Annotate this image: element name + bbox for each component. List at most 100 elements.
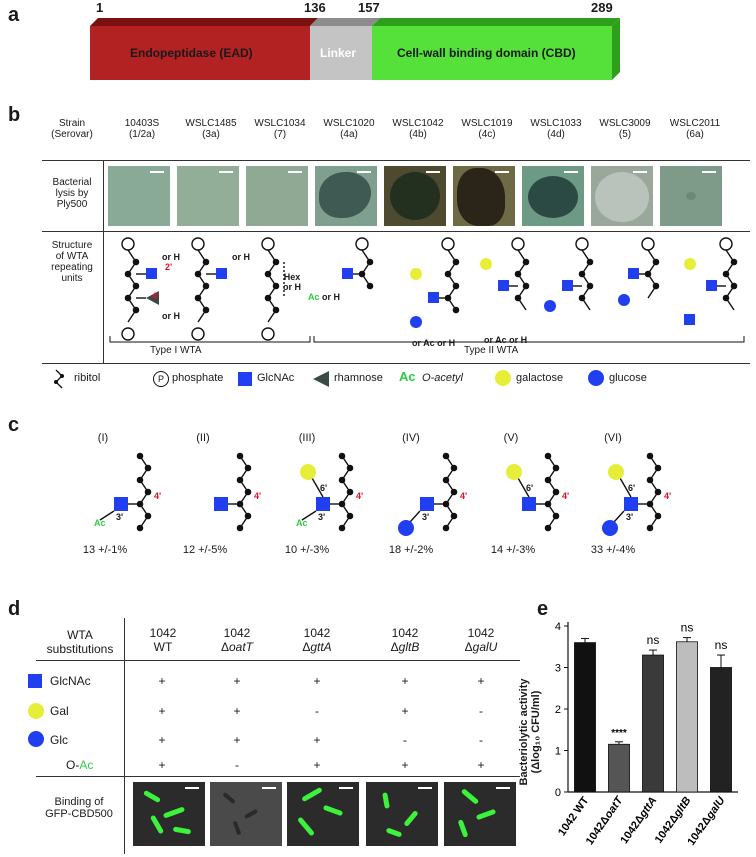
significance-label: ns: [715, 638, 728, 652]
strain-serovar: (4d): [547, 129, 565, 140]
chart-ylabel-text: Bacteriolytic activity (Δlog₁₀ CFU/ml): [518, 652, 542, 812]
lysis-label-line: lysis by: [55, 188, 89, 199]
strain-col-6: WSLC1019 (4c): [452, 118, 522, 140]
d-col-top: 1042: [223, 626, 251, 640]
d-row-label: Glc: [50, 733, 68, 747]
d-cell: +: [477, 674, 485, 688]
variant-roman: (IV): [402, 432, 420, 444]
strain-serovar: (6a): [686, 129, 704, 140]
domain-linker: [310, 26, 372, 80]
glcnac-icon: [238, 372, 252, 386]
chart-ylabel: Bacteriolytic activity (Δlog₁₀ CFU/ml): [518, 650, 542, 810]
d-cell: +: [313, 733, 321, 747]
binding-label: Binding of GFP-CBD500: [36, 796, 122, 820]
ylabel-line1: Bacteriolytic activity: [518, 678, 530, 786]
pos-6prime: 6': [320, 483, 328, 493]
strain-name: WSLC1485: [185, 118, 237, 129]
wta-structure-3: [261, 237, 285, 341]
strain-serovar: (1/2a): [128, 129, 156, 140]
bar: [608, 743, 630, 793]
panel-label-d: d: [8, 598, 21, 620]
variant-5: [506, 452, 560, 532]
d-col-bottom: ΔgltB: [370, 640, 440, 654]
d-col-top: 1042: [303, 626, 331, 640]
domain-ead: [90, 26, 310, 80]
legend-oacetyl: O-acetyl: [422, 372, 463, 384]
x-tick-label-gene: oatT: [602, 794, 626, 821]
strain-header: Strain (Serovar): [44, 118, 100, 140]
d-cell: +: [313, 758, 321, 772]
domain-bar: [90, 18, 620, 80]
oacetyl-icon: Ac: [399, 369, 416, 384]
table-rule-vertical: [103, 160, 104, 364]
structure-row-label: Structure of WTA repeating units: [42, 240, 102, 284]
legend-glcnac: GlcNAc: [257, 372, 295, 384]
pos-4prime: 4': [562, 491, 570, 501]
wta-structure-5: [410, 237, 460, 328]
strain-name: WSLC1020: [323, 118, 375, 129]
lysis-image: [660, 166, 722, 226]
y-tick-label: 3: [555, 663, 561, 675]
d-rule-top: [36, 660, 520, 661]
strain-name: WSLC2011: [669, 118, 721, 129]
variant-3: [300, 452, 354, 532]
panel-label-a: a: [8, 4, 20, 26]
pos-4prime: 4': [460, 491, 468, 501]
pos-ac: Ac: [296, 518, 308, 528]
d-col-1: 1042 WT: [128, 626, 198, 654]
strain-name: WSLC3009: [599, 118, 651, 129]
lysis-image: [384, 166, 446, 226]
hex-label-line: Hex: [283, 272, 301, 282]
strain-header-line1: Strain: [58, 118, 86, 129]
strain-name: WSLC1034: [254, 118, 306, 129]
binding-label-line: GFP-CBD500: [45, 808, 113, 820]
glucose-icon: [588, 370, 604, 386]
variant-roman: (III): [298, 432, 316, 444]
d-cell: +: [233, 674, 241, 688]
wta-ac-or-h: Ac or H: [308, 292, 340, 302]
strain-name: 10403S: [124, 118, 160, 129]
ribitol-icon: [54, 369, 64, 389]
wta-structure-8: [618, 237, 660, 306]
variant-value: 14 +/-3%: [490, 544, 536, 556]
hex-label: Hex or H: [278, 272, 306, 292]
variant-2: [214, 452, 252, 532]
domain-ead-label: Endopeptidase (EAD): [130, 46, 253, 60]
structure-label-line: repeating: [51, 262, 93, 273]
type1-label: Type I WTA: [150, 345, 202, 356]
wta-or-ac-or-h: or Ac or H: [484, 335, 528, 345]
structure-label-line: units: [61, 273, 83, 284]
d-header-line: WTA: [67, 628, 93, 642]
d-cell: +: [158, 758, 166, 772]
d-col-3: 1042 ΔgttA: [282, 626, 352, 654]
pos-3prime: 3': [116, 512, 124, 522]
wta-structure-7: [544, 237, 594, 312]
pos-4prime: 4': [664, 491, 672, 501]
domain-linker-label: Linker: [320, 46, 357, 60]
strain-col-9: WSLC2011 (6a): [659, 118, 731, 140]
d-cell: +: [401, 758, 409, 772]
wta-structure-2: [191, 237, 227, 341]
gfp-image: [210, 782, 282, 846]
d-cell: -: [235, 758, 239, 772]
oac-ac: Ac: [79, 758, 94, 772]
domain-cbd: [372, 26, 612, 80]
rhamnose-icon: [313, 371, 329, 387]
wta-structure-9: [684, 237, 738, 325]
variant-value: 18 +/-2%: [388, 544, 434, 556]
d-header-line: substitutions: [46, 642, 114, 656]
d-cell: -: [479, 733, 483, 747]
lysis-label-line: Bacterial: [52, 177, 92, 188]
gene-text: oatT: [229, 640, 254, 654]
pos-4prime: 4': [254, 491, 262, 501]
panel-label-c: c: [8, 414, 20, 436]
lysis-image: [315, 166, 377, 226]
gfp-image: [287, 782, 359, 846]
bar: [710, 667, 732, 793]
y-tick-label: 4: [555, 621, 561, 633]
hex-label-line: or H: [283, 282, 301, 292]
pos-6prime: 6': [628, 483, 636, 493]
lysis-label-line: Ply500: [56, 199, 88, 210]
bar: [574, 642, 596, 793]
type2-label: Type II WTA: [464, 345, 519, 356]
